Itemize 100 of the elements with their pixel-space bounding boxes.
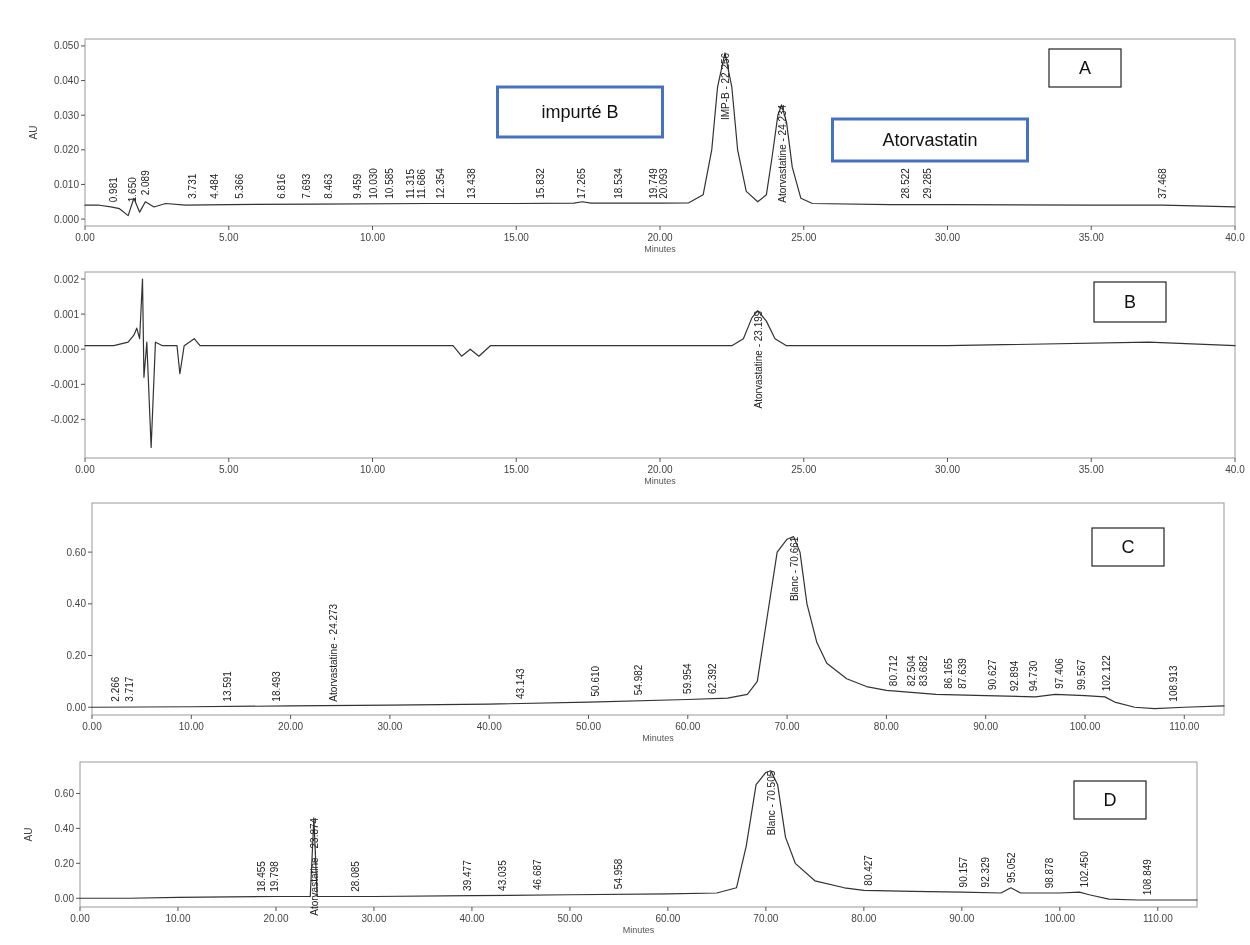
annotation: Atorvastatine - 24.273 — [328, 603, 340, 702]
annotation: 102.122 — [1101, 654, 1113, 692]
annotation: 5.366 — [234, 173, 246, 199]
annotation: 82.504 — [906, 655, 918, 687]
annotation: 94.730 — [1027, 660, 1039, 692]
annotation: 3.731 — [187, 173, 199, 199]
annotation: 7.693 — [301, 173, 313, 199]
annotation: 8.463 — [323, 173, 335, 199]
y-tick-label: 0.010 — [53, 178, 80, 190]
x-tick-label: 70.00 — [753, 913, 779, 924]
annotation: 2.266 — [109, 676, 121, 702]
annotation: C — [1121, 537, 1135, 558]
annotation: 11.315 — [405, 168, 417, 199]
annotation: 28.522 — [900, 167, 912, 199]
annotation: 62.392 — [706, 662, 718, 694]
annotation: 92.329 — [979, 856, 991, 888]
annotation: 98.878 — [1043, 857, 1055, 889]
x-tick-label: 20.00 — [647, 464, 673, 475]
annotation: 3.717 — [123, 676, 135, 702]
x-tick-label: 25.00 — [791, 232, 817, 243]
x-tick-label: 20.00 — [278, 721, 304, 732]
x-tick-label: 40.0 — [1225, 232, 1246, 243]
annotation: 99.567 — [1075, 659, 1087, 691]
x-tick-label: 5.00 — [219, 464, 239, 475]
annotation: 2.089 — [140, 169, 152, 196]
x-tick-label: 35.00 — [1078, 232, 1105, 243]
y-tick-label: 0.00 — [66, 701, 87, 713]
annotation: 19.798 — [268, 860, 280, 892]
x-tick-label: 20.00 — [647, 232, 673, 243]
x-axis-title: Minutes — [644, 244, 677, 254]
x-tick-label: 0.00 — [75, 464, 96, 475]
annotation: 90.627 — [986, 659, 998, 691]
annotation: 29.285 — [921, 167, 933, 199]
x-tick-label: 10.00 — [359, 464, 386, 475]
y-tick-label: 0.002 — [53, 273, 80, 285]
y-tick-label: 0.001 — [53, 308, 80, 320]
x-tick-label: 30.00 — [934, 232, 961, 243]
annotation: 83.682 — [917, 655, 929, 687]
y-tick-label: 0.050 — [53, 40, 80, 52]
annotation: 10.030 — [368, 167, 380, 199]
annotation: 15.832 — [535, 167, 547, 199]
x-tick-label: 100.00 — [1044, 913, 1076, 924]
annotation: 19.749 — [647, 167, 659, 199]
annotation: 37.468 — [1157, 167, 1169, 199]
x-tick-label: 90.00 — [949, 913, 975, 924]
x-tick-label: 25.00 — [791, 464, 817, 475]
x-axis-title: Minutes — [622, 925, 655, 935]
x-tick-label: 110.00 — [1169, 721, 1200, 732]
y-tick-label: 0.040 — [53, 75, 80, 87]
x-tick-label: 50.00 — [557, 913, 583, 924]
x-tick-label: 110.00 — [1142, 913, 1174, 924]
x-tick-label: 10.00 — [165, 913, 191, 924]
x-tick-label: 0.00 — [75, 232, 96, 243]
annotation: 87.639 — [957, 657, 969, 689]
annotation: 18.455 — [255, 860, 267, 892]
annotation: 11.686 — [415, 168, 427, 199]
x-tick-label: 15.00 — [503, 232, 530, 243]
annotation: 9.459 — [351, 173, 363, 199]
annotation: D — [1103, 790, 1117, 811]
annotation: 102.450 — [1078, 850, 1090, 888]
annotation: 95.052 — [1006, 852, 1018, 884]
y-tick-label: 0.20 — [54, 857, 75, 869]
line-series — [91, 536, 1225, 710]
x-tick-label: 30.00 — [934, 464, 961, 475]
y-axis-title: AU — [28, 125, 39, 140]
annotation: 43.143 — [515, 668, 527, 700]
x-tick-label: 10.00 — [359, 232, 386, 243]
x-axis-title: Minutes — [642, 733, 675, 743]
annotation: 12.354 — [435, 167, 447, 199]
annotation: 97.406 — [1054, 657, 1066, 689]
annotation: Atorvastatine - 23.874 — [308, 817, 320, 916]
x-tick-label: 30.00 — [377, 721, 403, 732]
annotation: Blanc - 70.661 — [788, 536, 800, 602]
annotation: 4.484 — [208, 173, 220, 199]
x-tick-label: 90.00 — [973, 721, 999, 732]
annotation: 92.894 — [1009, 660, 1021, 692]
y-tick-label: 0.60 — [66, 546, 87, 558]
x-tick-label: 40.00 — [476, 721, 503, 732]
annotation: 50.610 — [589, 665, 601, 697]
annotation: 54.982 — [632, 664, 644, 696]
annotation: B — [1123, 292, 1137, 313]
annotation: Atorvastatin — [882, 130, 978, 151]
y-tick-label: -0.001 — [50, 378, 80, 390]
y-tick-label: 0.000 — [53, 343, 80, 355]
x-tick-label: 80.00 — [851, 913, 877, 924]
annotation: 59.954 — [682, 662, 694, 694]
annotation: Atorvastatine - 24.234 — [776, 104, 788, 203]
annotation: IMP-B - 22.256 — [719, 52, 731, 121]
x-tick-label: 60.00 — [675, 721, 701, 732]
x-tick-label: 100.00 — [1069, 721, 1101, 732]
annotation: 18.493 — [270, 670, 282, 702]
y-tick-label: 0.60 — [54, 787, 75, 799]
annotation: 13.591 — [221, 670, 233, 702]
annotation: 0.981 — [108, 176, 120, 203]
x-tick-label: 40.0 — [1225, 464, 1246, 475]
annotation: 18.534 — [612, 167, 624, 199]
y-tick-label: 0.40 — [54, 822, 75, 834]
annotation: 108.913 — [1168, 665, 1180, 702]
annotation: 1.650 — [127, 176, 139, 203]
y-tick-label: 0.20 — [66, 650, 87, 662]
